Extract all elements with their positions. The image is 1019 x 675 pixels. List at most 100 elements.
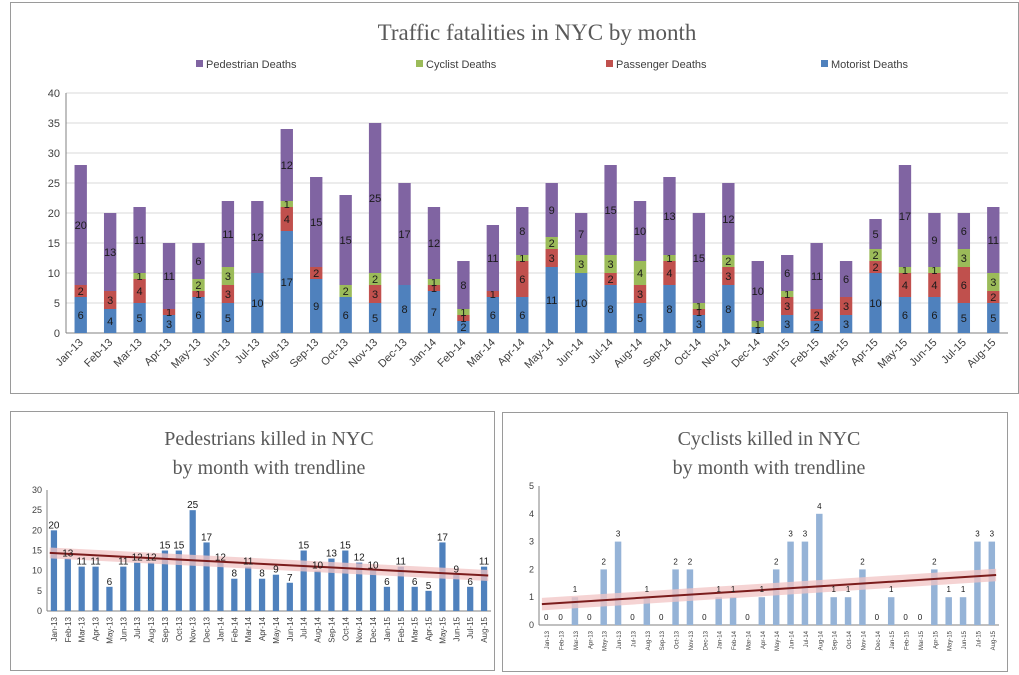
- bar-pedestrian: [722, 183, 735, 255]
- bar-passenger: [692, 309, 706, 315]
- x-tick-label: Feb-15: [397, 616, 406, 642]
- data-label-motorist: 5: [225, 313, 231, 325]
- stacked-chart-panel: Traffic fatalities in NYC by month Pedest…: [10, 2, 1019, 394]
- chart-title: Traffic fatalities in NYC by month: [378, 20, 697, 45]
- y-tick-label: 25: [32, 505, 42, 515]
- bar: [425, 590, 432, 611]
- data-label-motorist: 11: [546, 295, 557, 307]
- x-tick-label: Jun-14: [554, 337, 586, 369]
- bar-pedestrian: [310, 177, 323, 267]
- data-label-pedestrian: 5: [872, 229, 878, 241]
- data-label-passenger: 1: [195, 289, 201, 301]
- data-label: 13: [62, 549, 74, 560]
- data-label: 8: [259, 569, 265, 580]
- y-tick-label: 5: [54, 298, 60, 310]
- data-label-cyclist: 1: [784, 289, 790, 301]
- bar-pedestrian: [898, 165, 912, 267]
- data-label-passenger: 2: [990, 292, 996, 304]
- legend-swatch-motorist: [821, 60, 828, 67]
- bar-cyclist: [221, 267, 235, 285]
- data-label-pedestrian: 20: [75, 220, 87, 232]
- x-tick-label: Dec-14: [876, 630, 882, 650]
- bar-motorist: [869, 273, 882, 333]
- data-label: 4: [817, 502, 822, 511]
- x-tick-label: May-14: [522, 337, 556, 371]
- pedestrian-chart-panel: Pedestrians killed in NYC by month with t…: [10, 411, 495, 671]
- x-tick-label: Sep-13: [288, 337, 322, 371]
- data-label-motorist: 8: [666, 304, 672, 316]
- data-label-motorist: 5: [372, 313, 378, 325]
- bar-motorist: [722, 285, 735, 333]
- data-label-cyclist: 3: [961, 253, 967, 265]
- bar: [106, 586, 113, 611]
- bar-pedestrian: [810, 243, 823, 309]
- x-tick-label: Mar-14: [746, 630, 752, 650]
- bar-passenger: [516, 261, 529, 297]
- x-tick-label: May-13: [105, 616, 114, 643]
- data-label-pedestrian: 11: [163, 271, 174, 283]
- bar: [931, 569, 938, 625]
- bar: [467, 586, 474, 611]
- data-label-passenger: 2: [814, 310, 820, 322]
- bar-passenger: [928, 273, 941, 297]
- data-label-passenger: 3: [225, 289, 231, 301]
- data-label-passenger: 3: [549, 253, 555, 265]
- bar-passenger: [280, 207, 293, 231]
- data-label-cyclist: 3: [608, 259, 614, 271]
- data-label-cyclist: 2: [372, 274, 378, 286]
- x-tick-label: Aug-13: [147, 616, 156, 642]
- data-label-cyclist: 2: [549, 238, 555, 250]
- data-label-pedestrian: 15: [693, 253, 705, 265]
- bar-pedestrian: [457, 261, 470, 309]
- data-label: 15: [159, 541, 171, 552]
- y-tick-label: 0: [37, 606, 42, 616]
- bar-pedestrian: [957, 213, 971, 249]
- data-label: 13: [326, 549, 338, 560]
- bar: [258, 578, 266, 611]
- data-label: 0: [558, 613, 563, 622]
- data-label: 2: [774, 557, 779, 566]
- data-label-motorist: 8: [725, 304, 731, 316]
- data-label-passenger: 1: [696, 307, 702, 319]
- bar-passenger: [722, 267, 735, 285]
- data-label-motorist: 3: [166, 319, 172, 331]
- y-tick-label: 25: [48, 178, 60, 190]
- data-label-passenger: 2: [313, 268, 319, 280]
- x-tick-label: Jun-15: [452, 616, 461, 641]
- data-label-cyclist: 1: [696, 301, 702, 313]
- bar-cyclist: [339, 285, 352, 297]
- bar-motorist: [280, 231, 293, 333]
- bar: [959, 597, 967, 625]
- x-tick-label: Jan-13: [54, 337, 86, 369]
- x-tick-label: Jan-13: [50, 616, 59, 641]
- data-label: 15: [298, 541, 310, 552]
- data-label-passenger: 3: [784, 301, 790, 313]
- x-tick-label: Nov-14: [861, 630, 867, 650]
- data-label-pedestrian: 25: [369, 193, 381, 205]
- bar: [758, 597, 766, 625]
- bar: [859, 569, 866, 625]
- data-label-pedestrian: 15: [310, 217, 322, 229]
- bar-pedestrian: [545, 183, 558, 237]
- bar: [300, 550, 307, 611]
- bar: [134, 562, 141, 611]
- y-tick-label: 1: [529, 592, 534, 602]
- bar-passenger: [133, 279, 146, 303]
- bar: [147, 562, 155, 611]
- x-tick-label: Jan-13: [545, 630, 551, 649]
- data-label-motorist: 1: [755, 325, 761, 337]
- x-tick-label: Apr-14: [761, 630, 767, 649]
- bar: [245, 566, 252, 611]
- data-label-passenger: 4: [931, 280, 937, 292]
- data-label-motorist: 6: [195, 310, 201, 322]
- bar-motorist: [839, 315, 853, 333]
- x-tick-label: Apr-13: [588, 630, 594, 649]
- bar: [772, 569, 780, 625]
- data-label-passenger: 1: [166, 307, 172, 319]
- data-label-pedestrian: 17: [398, 229, 410, 241]
- bar-motorist: [692, 315, 706, 333]
- x-tick-label: May-14: [775, 630, 781, 651]
- x-tick-label: Mar-15: [818, 337, 851, 370]
- data-label-cyclist: 2: [725, 256, 731, 268]
- x-tick-label: Feb-15: [789, 337, 822, 370]
